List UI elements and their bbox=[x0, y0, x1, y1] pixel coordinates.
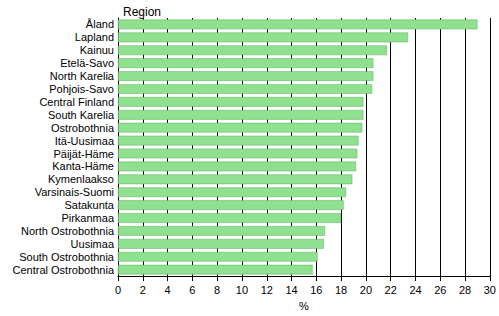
svg-text:%: % bbox=[299, 300, 309, 312]
svg-text:18: 18 bbox=[335, 284, 347, 296]
svg-text:14: 14 bbox=[285, 284, 297, 296]
svg-text:Ostrobothnia: Ostrobothnia bbox=[51, 122, 115, 134]
svg-text:Lapland: Lapland bbox=[75, 31, 114, 43]
svg-text:22: 22 bbox=[385, 284, 397, 296]
svg-text:Itä-Uusimaa: Itä-Uusimaa bbox=[55, 135, 115, 147]
svg-text:8: 8 bbox=[214, 284, 220, 296]
svg-text:Kainuu: Kainuu bbox=[80, 44, 114, 56]
svg-text:South Karelia: South Karelia bbox=[48, 109, 115, 121]
svg-text:12: 12 bbox=[261, 284, 273, 296]
svg-text:0: 0 bbox=[115, 284, 121, 296]
svg-text:Central Finland: Central Finland bbox=[39, 96, 114, 108]
svg-text:Central Ostrobothnia: Central Ostrobothnia bbox=[13, 264, 115, 276]
svg-text:Pirkanmaa: Pirkanmaa bbox=[61, 212, 114, 224]
svg-text:6: 6 bbox=[189, 284, 195, 296]
svg-text:North Karelia: North Karelia bbox=[50, 70, 115, 82]
svg-text:Pohjois-Savo: Pohjois-Savo bbox=[49, 83, 114, 95]
svg-text:Päijät-Häme: Päijät-Häme bbox=[53, 148, 114, 160]
svg-text:Etelä-Savo: Etelä-Savo bbox=[60, 57, 114, 69]
svg-text:Varsinais-Suomi: Varsinais-Suomi bbox=[35, 186, 114, 198]
svg-text:28: 28 bbox=[459, 284, 471, 296]
svg-text:Uusimaa: Uusimaa bbox=[71, 238, 115, 250]
svg-text:16: 16 bbox=[310, 284, 322, 296]
svg-text:26: 26 bbox=[434, 284, 446, 296]
svg-text:Åland: Åland bbox=[86, 18, 114, 30]
svg-text:Kymenlaakso: Kymenlaakso bbox=[48, 173, 114, 185]
svg-text:North Ostrobothnia: North Ostrobothnia bbox=[21, 225, 115, 237]
svg-text:24: 24 bbox=[409, 284, 421, 296]
svg-text:20: 20 bbox=[360, 284, 372, 296]
svg-text:Satakunta: Satakunta bbox=[64, 199, 114, 211]
svg-text:South Ostrobothnia: South Ostrobothnia bbox=[19, 251, 115, 263]
svg-text:Kanta-Häme: Kanta-Häme bbox=[52, 160, 114, 172]
svg-text:10: 10 bbox=[236, 284, 248, 296]
svg-text:Region: Region bbox=[123, 5, 161, 19]
svg-text:30: 30 bbox=[484, 284, 496, 296]
svg-text:4: 4 bbox=[165, 284, 171, 296]
svg-text:2: 2 bbox=[140, 284, 146, 296]
